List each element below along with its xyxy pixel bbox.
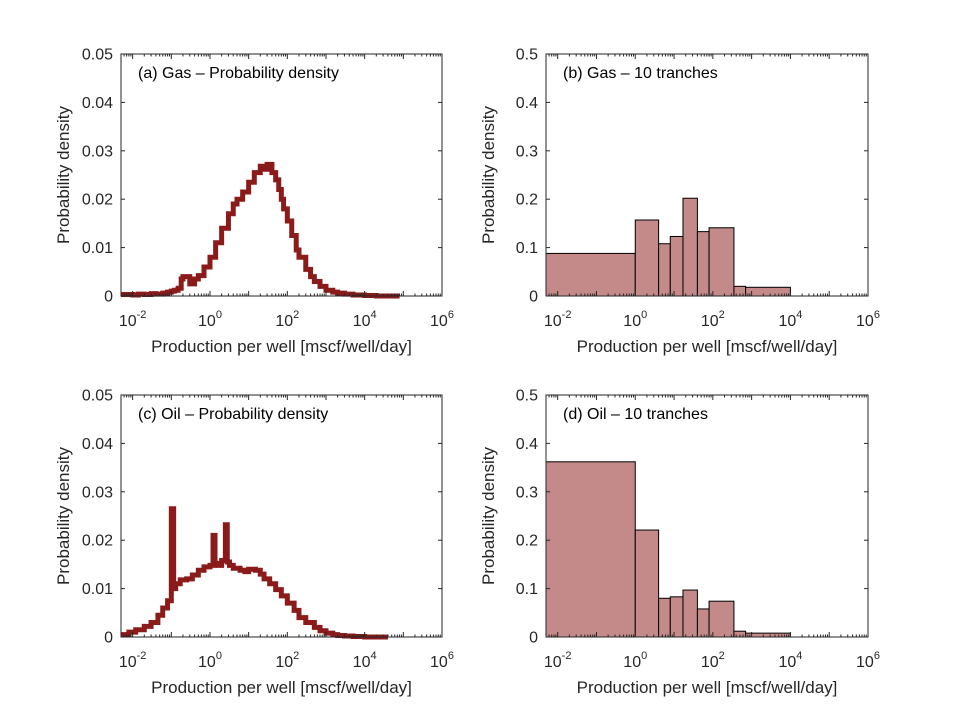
- y-tick-label: 0: [529, 289, 538, 306]
- panel-1: 0 0.01 0.02 0.03 0.04 0.05 10-2 100 102 104 106 Pro…: [54, 47, 454, 357]
- y-tick-label: 0.04: [82, 436, 113, 453]
- panel-3: 0 0.01 0.02 0.03 0.04 0.05 10-2 100 102 104 106 Pro…: [54, 388, 454, 698]
- bar-3: [658, 243, 671, 297]
- y-tick-label: 0.5: [516, 388, 538, 405]
- bar-3: [658, 597, 671, 638]
- y-tick-label: 0: [529, 630, 538, 647]
- bar-5: [682, 197, 698, 297]
- panel-4: 0 0.1 0.2 0.3 0.4 0.5 10-2 100 102 104 106 Producti…: [479, 388, 880, 698]
- series-line-1: [121, 161, 400, 299]
- x-tick-label: 100: [198, 309, 222, 330]
- bar-1: [545, 461, 636, 638]
- y-tick-label: 0.05: [82, 47, 113, 64]
- bar-7: [708, 600, 735, 638]
- y-tick-label: 0.3: [516, 484, 538, 501]
- bar-6: [696, 231, 710, 297]
- x-tick-label: 104: [353, 650, 377, 671]
- y-tick-label: 0.03: [82, 484, 113, 501]
- x-axis-label: Production per well [mscf/well/day]: [151, 337, 412, 356]
- x-tick-label: 104: [353, 309, 377, 330]
- y-tick-label: 0.02: [82, 192, 113, 209]
- panel-2: 0 0.1 0.2 0.3 0.4 0.5 10-2 100 102 104 106 Producti…: [479, 47, 880, 357]
- y-tick-label: 0.4: [516, 436, 538, 453]
- y-tick-label: 0.2: [516, 533, 538, 550]
- bar-4: [669, 235, 684, 297]
- series-line-1: [121, 506, 388, 640]
- bar-9: [745, 286, 791, 297]
- y-axis-label: Probability density: [54, 447, 73, 585]
- x-tick-label: 102: [275, 309, 299, 330]
- bar-1: [545, 252, 636, 297]
- x-tick-label: 10-2: [544, 309, 572, 330]
- panel-title: (b) Gas – 10 tranches: [563, 65, 718, 82]
- bar-6: [696, 608, 710, 638]
- y-tick-label: 0.01: [82, 581, 113, 598]
- x-tick-label: 106: [856, 650, 880, 671]
- x-tick-label: 104: [778, 309, 802, 330]
- x-tick-label: 104: [778, 650, 802, 671]
- x-tick-label: 106: [856, 309, 880, 330]
- y-axis-label: Probability density: [479, 447, 498, 585]
- x-tick-label: 100: [198, 650, 222, 671]
- y-tick-label: 0.1: [516, 240, 538, 257]
- y-tick-label: 0.05: [82, 388, 113, 405]
- x-tick-label: 106: [430, 309, 454, 330]
- bar-2: [634, 219, 660, 297]
- y-axis-label: Probability density: [54, 106, 73, 244]
- y-tick-label: 0.4: [516, 95, 538, 112]
- bar-5: [682, 589, 698, 638]
- x-tick-label: 10-2: [119, 309, 147, 330]
- bar-9: [745, 632, 791, 638]
- bar-2: [634, 529, 660, 638]
- x-tick-label: 100: [623, 650, 647, 671]
- bar-7: [708, 227, 735, 297]
- y-tick-label: 0.5: [516, 47, 538, 64]
- panel-title: (c) Oil – Probability density: [138, 406, 328, 423]
- y-tick-label: 0.04: [82, 95, 113, 112]
- x-axis-label: Production per well [mscf/well/day]: [151, 678, 412, 697]
- panel-title: (a) Gas – Probability density: [138, 65, 339, 82]
- x-tick-label: 102: [275, 650, 299, 671]
- x-axis-label: Production per well [mscf/well/day]: [577, 337, 838, 356]
- x-tick-label: 100: [623, 309, 647, 330]
- y-tick-label: 0: [104, 630, 113, 647]
- panel-title: (d) Oil – 10 tranches: [563, 406, 708, 423]
- x-tick-label: 10-2: [119, 650, 147, 671]
- y-tick-label: 0.2: [516, 192, 538, 209]
- y-tick-label: 0: [104, 289, 113, 306]
- x-tick-label: 10-2: [544, 650, 572, 671]
- y-axis-label: Probability density: [479, 106, 498, 244]
- x-tick-label: 102: [701, 309, 725, 330]
- x-axis-label: Production per well [mscf/well/day]: [577, 678, 838, 697]
- y-tick-label: 0.01: [82, 240, 113, 257]
- y-tick-label: 0.1: [516, 581, 538, 598]
- y-tick-label: 0.03: [82, 143, 113, 160]
- plot-frame: [120, 53, 443, 297]
- y-tick-label: 0.3: [516, 143, 538, 160]
- bar-4: [669, 596, 684, 638]
- x-tick-label: 106: [430, 650, 454, 671]
- x-tick-label: 102: [701, 650, 725, 671]
- y-tick-label: 0.02: [82, 533, 113, 550]
